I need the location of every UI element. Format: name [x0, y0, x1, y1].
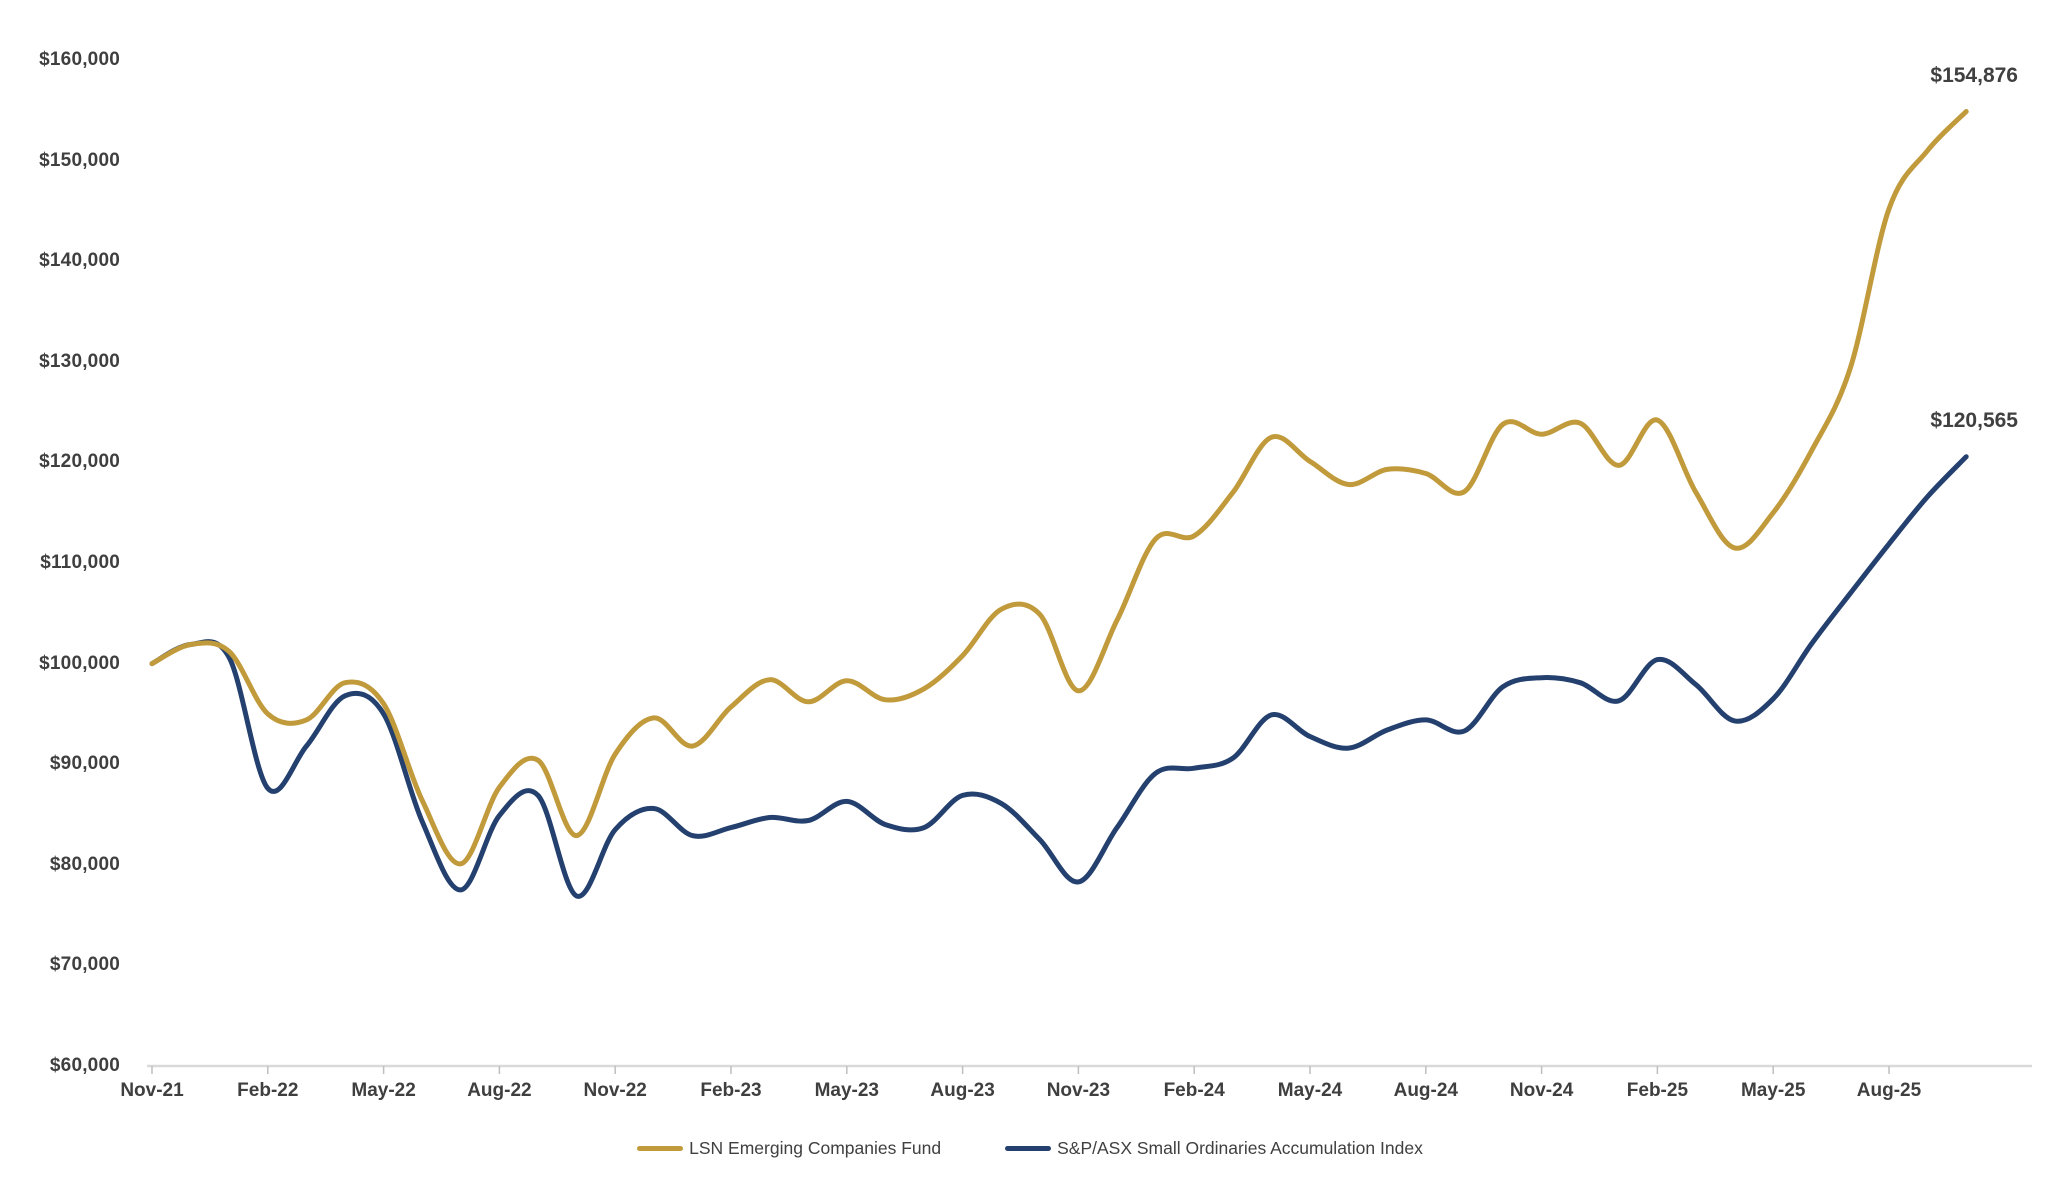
- lsn-legend-swatch-icon: [637, 1145, 684, 1151]
- y-tick-label: $90,000: [49, 753, 120, 775]
- lsn-legend-label: LSN Emerging Companies Fund: [689, 1137, 942, 1158]
- x-tick-label: Feb-22: [237, 1080, 299, 1101]
- legend-item-asx: S&P/ASX Small Ordinaries Accumulation In…: [1005, 1138, 1423, 1159]
- x-axis: [147, 1064, 2032, 1074]
- x-tick-label: Aug-25: [1856, 1080, 1922, 1101]
- asx-series-line: [149, 454, 1969, 899]
- asx-end-value-label: $120,565: [1930, 408, 2018, 432]
- y-tick-label: $140,000: [39, 250, 120, 272]
- legend-item-lsn: LSN Emerging Companies Fund: [637, 1138, 941, 1159]
- lsn-end-value-label: $154,876: [1930, 63, 2018, 87]
- y-tick-label: $60,000: [49, 1055, 120, 1076]
- asx-legend-label: S&P/ASX Small Ordinaries Accumulation In…: [1057, 1137, 1423, 1158]
- y-tick-label: $70,000: [49, 954, 120, 976]
- y-tick-label: $80,000: [49, 853, 120, 875]
- asx-legend-swatch-icon: [1005, 1145, 1052, 1151]
- x-tick-label: Nov-22: [583, 1080, 647, 1101]
- y-tick-label: $150,000: [39, 149, 120, 171]
- x-tick-label: Feb-24: [1163, 1080, 1225, 1101]
- lsn-series-line: [149, 109, 1969, 867]
- x-tick-label: May-23: [814, 1080, 879, 1101]
- x-tick-label: May-22: [351, 1080, 416, 1101]
- x-tick-label: Nov-23: [1046, 1080, 1111, 1101]
- chart-legend: LSN Emerging Companies Fund S&P/ASX Smal…: [0, 1128, 2060, 1168]
- y-tick-label: $160,000: [39, 49, 120, 70]
- y-tick-label: $100,000: [39, 652, 120, 674]
- y-tick-label: $110,000: [40, 552, 120, 573]
- x-tick-label: Nov-21: [120, 1080, 184, 1101]
- y-tick-label: $130,000: [39, 350, 120, 372]
- y-tick-label: $120,000: [39, 451, 120, 473]
- x-tick-label: Aug-23: [930, 1080, 995, 1101]
- x-tick-label: Feb-23: [700, 1080, 762, 1101]
- series-lines: [149, 109, 1969, 899]
- x-tick-label: Aug-22: [467, 1080, 532, 1101]
- x-tick-label: Aug-24: [1393, 1080, 1458, 1101]
- x-tick-label: May-24: [1277, 1080, 1343, 1101]
- x-tick-label: Nov-24: [1509, 1080, 1574, 1101]
- x-tick-label: May-25: [1740, 1080, 1806, 1101]
- x-tick-label: Feb-25: [1626, 1080, 1689, 1101]
